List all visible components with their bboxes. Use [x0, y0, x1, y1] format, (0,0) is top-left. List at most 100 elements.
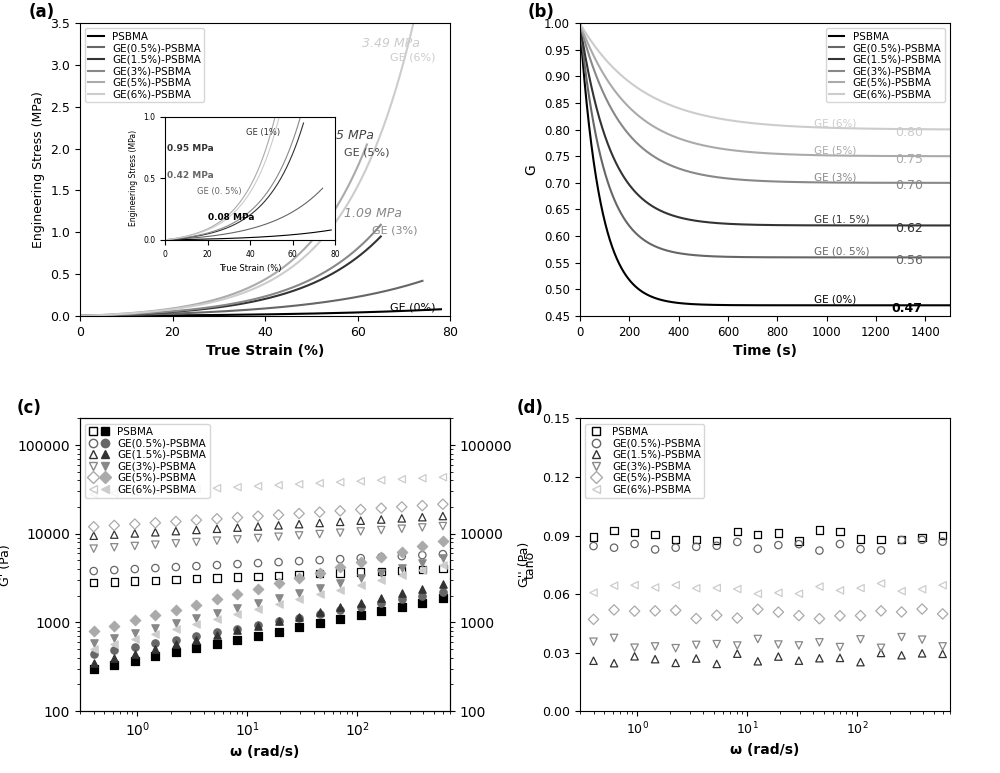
Point	[147, 562, 163, 574]
Text: 3.49 MPa: 3.49 MPa	[362, 36, 420, 49]
Point	[312, 506, 328, 519]
Point	[873, 544, 889, 557]
Point	[271, 592, 287, 604]
Point	[106, 487, 122, 499]
Point	[291, 611, 307, 624]
Point	[229, 625, 245, 637]
Point	[627, 650, 643, 662]
Point	[209, 626, 225, 638]
Point	[86, 648, 102, 660]
Point	[373, 513, 389, 526]
Point	[312, 617, 328, 629]
Point	[312, 554, 328, 567]
Point	[811, 612, 827, 625]
Point	[414, 557, 430, 570]
Point	[209, 638, 225, 650]
Point	[312, 567, 328, 579]
Point	[106, 652, 122, 665]
Point	[291, 572, 307, 584]
Point	[729, 525, 745, 537]
Point	[250, 618, 266, 631]
Text: GE (5%): GE (5%)	[814, 145, 857, 155]
X-axis label: Time (s): Time (s)	[733, 344, 797, 358]
Point	[832, 641, 848, 653]
Point	[894, 606, 910, 618]
Point	[373, 592, 389, 604]
Point	[312, 606, 328, 618]
Point	[106, 620, 122, 632]
Point	[147, 637, 163, 649]
Point	[873, 647, 889, 659]
Point	[811, 581, 827, 593]
Point	[291, 621, 307, 634]
Point	[188, 618, 204, 631]
Point	[353, 515, 369, 527]
Point	[271, 569, 287, 581]
Text: GE (0%): GE (0%)	[390, 302, 436, 312]
Point	[935, 608, 951, 620]
Point	[709, 540, 725, 552]
Point	[291, 530, 307, 542]
Point	[353, 475, 369, 488]
Legend: PSBMA, GE(0.5%)-PSBMA, GE(1.5%)-PSBMA, GE(3%)-PSBMA, GE(5%)-PSBMA, GE(6%)-PSBMA: PSBMA, GE(0.5%)-PSBMA, GE(1.5%)-PSBMA, G…	[85, 424, 210, 498]
Point	[373, 567, 389, 580]
Point	[353, 601, 369, 613]
Point	[312, 477, 328, 489]
Point	[852, 543, 868, 555]
Point	[770, 539, 786, 551]
Point	[332, 553, 348, 565]
Point	[414, 540, 430, 553]
Point	[291, 507, 307, 519]
Point	[250, 520, 266, 533]
Point	[832, 526, 848, 538]
Point	[832, 610, 848, 622]
Point	[791, 639, 807, 652]
Point	[332, 613, 348, 625]
Point	[312, 608, 328, 620]
Point	[791, 609, 807, 621]
Point	[353, 597, 369, 609]
Point	[168, 646, 184, 659]
Point	[729, 536, 745, 548]
Point	[188, 611, 204, 624]
Point	[373, 565, 389, 577]
Point	[312, 588, 328, 601]
Text: 0.56: 0.56	[895, 254, 923, 267]
Point	[353, 572, 369, 584]
Point	[147, 539, 163, 551]
Text: GE (0%): GE (0%)	[814, 295, 857, 305]
Point	[168, 516, 184, 528]
Point	[229, 522, 245, 534]
Point	[688, 540, 704, 553]
Point	[873, 642, 889, 654]
Point	[435, 558, 451, 570]
Point	[894, 585, 910, 598]
Y-axis label: tanδ: tanδ	[524, 550, 537, 579]
Point	[647, 581, 663, 594]
Point	[229, 570, 245, 583]
Point	[127, 633, 143, 645]
Point	[586, 587, 602, 599]
Legend: PSBMA, GE(0.5%)-PSBMA, GE(1.5%)-PSBMA, GE(3%)-PSBMA, GE(5%)-PSBMA, GE(6%)-PSBMA: PSBMA, GE(0.5%)-PSBMA, GE(1.5%)-PSBMA, G…	[585, 424, 704, 498]
Point	[935, 648, 951, 660]
X-axis label: ω (rad/s): ω (rad/s)	[230, 745, 300, 759]
Point	[86, 637, 102, 649]
Point	[770, 650, 786, 662]
Point	[414, 590, 430, 602]
Point	[127, 518, 143, 530]
Point	[271, 519, 287, 532]
Point	[312, 528, 328, 540]
Point	[127, 627, 143, 639]
Point	[832, 652, 848, 664]
Point	[291, 594, 307, 606]
Point	[332, 526, 348, 539]
Point	[168, 638, 184, 651]
Point	[586, 540, 602, 552]
Point	[627, 526, 643, 539]
Point	[668, 579, 684, 591]
Point	[414, 564, 430, 576]
Point	[250, 583, 266, 595]
Point	[894, 631, 910, 643]
Point	[106, 576, 122, 588]
Point	[147, 650, 163, 662]
